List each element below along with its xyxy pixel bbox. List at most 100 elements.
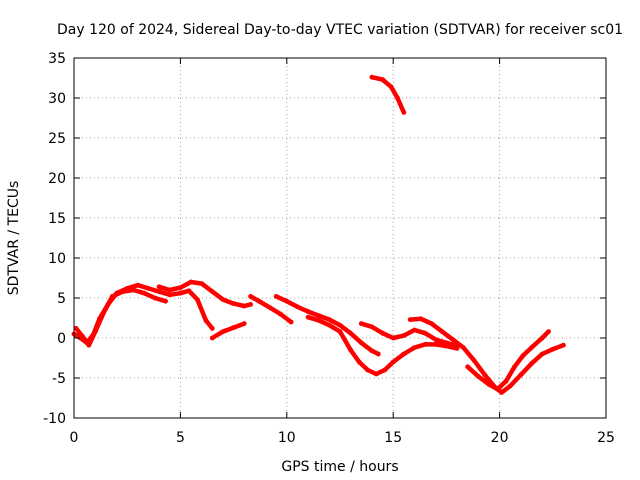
- y-tick-label: 10: [48, 251, 66, 267]
- data-point: [365, 367, 371, 373]
- data-point: [231, 301, 237, 306]
- grid-lines: [74, 58, 606, 418]
- data-point: [369, 74, 375, 80]
- data-point: [337, 329, 343, 334]
- data-point: [156, 284, 162, 290]
- data-point: [348, 347, 353, 353]
- data-point: [429, 321, 434, 326]
- data-point: [550, 346, 556, 352]
- y-tick-label: 30: [48, 91, 66, 107]
- data-point: [284, 298, 290, 304]
- data-point: [135, 282, 141, 288]
- data-point: [348, 330, 353, 336]
- data-point: [267, 305, 273, 310]
- x-tick-label: 0: [70, 430, 79, 446]
- y-tick-label: 5: [57, 291, 66, 307]
- data-point: [316, 313, 322, 318]
- data-point: [101, 310, 107, 315]
- data-point: [248, 302, 254, 307]
- x-tick-label: 20: [491, 430, 509, 446]
- data-point: [92, 329, 98, 334]
- data-point: [471, 358, 477, 363]
- data-point: [433, 342, 439, 347]
- data-point: [288, 319, 294, 325]
- x-tick-label: 25: [597, 430, 615, 446]
- data-point: [486, 382, 492, 387]
- data-point: [86, 342, 92, 348]
- series-line-sat-j: [465, 329, 551, 392]
- data-point: [529, 361, 534, 366]
- series-line-sat-g: [305, 314, 460, 377]
- data-point: [327, 317, 332, 322]
- y-tick-label: 35: [48, 51, 66, 67]
- data-point: [163, 298, 168, 304]
- data-point: [529, 345, 534, 350]
- data-point: [520, 353, 526, 358]
- series-line-sat-c: [156, 279, 253, 309]
- y-tick-label: -10: [43, 411, 66, 427]
- data-point: [195, 297, 200, 302]
- data-point: [388, 84, 394, 90]
- series-line-sat-i: [407, 316, 566, 395]
- y-tick-label: -5: [52, 371, 66, 387]
- data-point: [231, 325, 237, 330]
- data-point: [418, 316, 424, 322]
- data-point: [141, 290, 147, 296]
- data-point: [561, 342, 566, 348]
- series-line-sat-h: [359, 321, 460, 349]
- data-point: [433, 337, 439, 342]
- data-point: [241, 303, 247, 309]
- data-point: [209, 335, 215, 341]
- data-point: [450, 337, 456, 342]
- data-point: [156, 289, 162, 294]
- data-point: [146, 286, 151, 291]
- data-point: [337, 322, 343, 328]
- data-point: [120, 289, 126, 294]
- data-point: [295, 304, 300, 310]
- data-point: [546, 329, 551, 334]
- data-point: [178, 290, 183, 296]
- y-tick-labels: -10 -5 0 5 10 15 20 25 30 35: [43, 51, 66, 427]
- axis-ticks: [73, 57, 607, 419]
- series-line-sat-d: [210, 321, 247, 341]
- data-point: [358, 321, 364, 326]
- y-tick-label: 20: [48, 171, 66, 187]
- data-point: [369, 348, 375, 354]
- data-point: [395, 95, 400, 101]
- data-point: [316, 318, 322, 323]
- data-point: [220, 297, 226, 302]
- y-axis-label: SDTVAR / TECUs: [6, 181, 22, 296]
- data-point: [305, 314, 311, 320]
- chart-title: Day 120 of 2024, Sidereal Day-to-day VTE…: [57, 22, 623, 38]
- data-point: [380, 330, 385, 336]
- x-tick-label: 5: [176, 430, 185, 446]
- data-point: [461, 345, 466, 350]
- data-point: [273, 294, 279, 299]
- data-point: [422, 330, 428, 336]
- y-tick-label: 25: [48, 131, 66, 147]
- data-point: [167, 287, 173, 293]
- data-point: [305, 309, 311, 314]
- data-point: [439, 329, 445, 334]
- data-point: [412, 345, 417, 350]
- x-tick-labels: 0 5 10 15 20 25: [70, 430, 615, 446]
- data-point: [539, 351, 545, 357]
- data-point: [482, 372, 488, 378]
- data-point: [356, 359, 362, 365]
- data-point: [401, 351, 407, 357]
- data-point: [248, 294, 254, 299]
- data-point: [131, 287, 137, 293]
- data-point: [390, 359, 396, 365]
- data-point: [382, 367, 388, 373]
- data-point: [475, 374, 481, 379]
- data-point: [109, 294, 115, 299]
- data-point: [422, 342, 428, 347]
- data-point: [518, 372, 524, 378]
- series-line-sat-k: [369, 74, 407, 115]
- data-point: [73, 326, 79, 331]
- data-point: [186, 288, 192, 294]
- data-point: [209, 289, 215, 294]
- data-point: [278, 311, 283, 317]
- data-point: [327, 322, 332, 328]
- data-point: [512, 364, 517, 370]
